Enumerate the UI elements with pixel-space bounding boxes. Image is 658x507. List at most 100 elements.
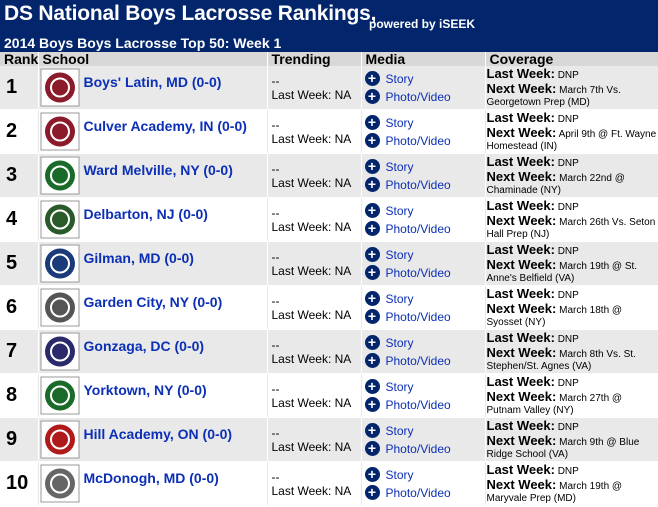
plus-circle-icon: + — [364, 291, 380, 306]
next-week-label: Next Week: — [486, 80, 557, 96]
plus-circle-icon: + — [364, 423, 380, 438]
school-cell: Yorktown, NY (0-0) — [38, 373, 268, 418]
school-cell: Gonzaga, DC (0-0) — [38, 329, 268, 374]
next-week-label: Next Week: — [486, 476, 557, 492]
table-row: 9 Hill Academy, ON (0-0) -- Last Week: N… — [0, 417, 658, 462]
story-label: Story — [385, 379, 414, 394]
story-link[interactable]: + Story — [364, 114, 485, 132]
media-cell: + Story + Photo/Video — [361, 285, 486, 330]
story-link[interactable]: + Story — [364, 70, 485, 88]
next-week-label: Next Week: — [486, 168, 557, 184]
trending-cell: -- Last Week: NA — [267, 197, 362, 242]
story-link[interactable]: + Story — [364, 422, 485, 440]
mcdonogh-seal-logo[interactable] — [40, 464, 80, 503]
plus-circle-icon: + — [364, 485, 380, 500]
plus-circle-icon: + — [364, 177, 380, 192]
rank-cell: 7 — [0, 329, 39, 374]
school-name-link[interactable]: Culver Academy, IN (0-0) — [83, 118, 247, 134]
school-name-link[interactable]: McDonogh, MD (0-0) — [83, 470, 219, 486]
trend-last-week: Last Week: NA — [271, 219, 352, 234]
next-week-label: Next Week: — [486, 388, 557, 404]
photo-video-link[interactable]: + Photo/Video — [364, 308, 485, 326]
school-name-link[interactable]: Gonzaga, DC (0-0) — [83, 338, 205, 354]
last-week-label: Last Week: — [486, 461, 555, 477]
rank-number: 5 — [6, 252, 18, 274]
ward-melville-logo[interactable] — [40, 156, 80, 195]
coverage-cell: Last Week: DNP Next Week: March 26th Vs.… — [485, 197, 658, 242]
rank-number: 4 — [6, 208, 18, 230]
gonzaga-seal-logo[interactable] — [40, 332, 80, 371]
hill-academy-logo[interactable] — [40, 420, 80, 459]
trojan-helmet-logo[interactable] — [40, 288, 80, 327]
photo-video-link[interactable]: + Photo/Video — [364, 484, 485, 502]
media-cell: + Story + Photo/Video — [361, 461, 486, 506]
table-row: 5 Gilman, MD (0-0) -- Last Week: NA + St… — [0, 241, 658, 286]
trending-cell: -- Last Week: NA — [267, 153, 362, 198]
photo-video-link[interactable]: + Photo/Video — [364, 88, 485, 106]
story-label: Story — [385, 115, 414, 130]
plus-circle-icon: + — [364, 71, 380, 86]
school-name-link[interactable]: Gilman, MD (0-0) — [83, 250, 194, 266]
trending-cell: -- Last Week: NA — [267, 461, 362, 506]
school-cell: Garden City, NY (0-0) — [38, 285, 268, 330]
gilman-shield-logo[interactable] — [40, 244, 80, 283]
photo-video-link[interactable]: + Photo/Video — [364, 396, 485, 414]
story-link[interactable]: + Story — [364, 378, 485, 396]
trend-dash: -- — [271, 425, 280, 440]
story-link[interactable]: + Story — [364, 158, 485, 176]
yorktown-y-logo[interactable] — [40, 376, 80, 415]
photo-video-link[interactable]: + Photo/Video — [364, 176, 485, 194]
page-subtitle: 2014 Boys Boys Lacrosse Top 50: Week 1 — [4, 35, 282, 51]
photo-video-link[interactable]: + Photo/Video — [364, 220, 485, 238]
photo-video-label: Photo/Video — [385, 485, 451, 500]
bl-monogram-logo[interactable] — [40, 68, 80, 107]
powered-by-label: powered by iSEEK — [369, 17, 476, 31]
plus-circle-icon: + — [364, 379, 380, 394]
story-label: Story — [385, 203, 414, 218]
story-label: Story — [385, 247, 414, 262]
school-name-link[interactable]: Delbarton, NJ (0-0) — [83, 206, 208, 222]
plus-circle-icon: + — [364, 221, 380, 236]
culver-logo[interactable] — [40, 112, 80, 151]
story-label: Story — [385, 335, 414, 350]
next-week-value: April 9th @ Ft. Wayne Homestead (IN) — [486, 128, 657, 152]
last-week-value: DNP — [557, 333, 579, 345]
story-link[interactable]: + Story — [364, 290, 485, 308]
trend-dash: -- — [271, 469, 280, 484]
school-name-link[interactable]: Ward Melville, NY (0-0) — [83, 162, 233, 178]
table-row: 4 Delbarton, NJ (0-0) -- Last Week: NA +… — [0, 197, 658, 242]
school-name-link[interactable]: Boys' Latin, MD (0-0) — [83, 74, 222, 90]
photo-video-link[interactable]: + Photo/Video — [364, 352, 485, 370]
trend-last-week: Last Week: NA — [271, 395, 352, 410]
trend-dash: -- — [271, 293, 280, 308]
story-link[interactable]: + Story — [364, 466, 485, 484]
trend-last-week: Last Week: NA — [271, 131, 352, 146]
photo-video-link[interactable]: + Photo/Video — [364, 132, 485, 150]
story-link[interactable]: + Story — [364, 246, 485, 264]
story-label: Story — [385, 467, 414, 482]
media-cell: + Story + Photo/Video — [361, 241, 486, 286]
media-cell: + Story + Photo/Video — [361, 373, 486, 418]
story-link[interactable]: + Story — [364, 334, 485, 352]
trend-last-week: Last Week: NA — [271, 175, 352, 190]
next-week-value: March 19th @ Maryvale Prep (MD) — [486, 480, 623, 504]
school-name-link[interactable]: Yorktown, NY (0-0) — [83, 382, 207, 398]
photo-video-label: Photo/Video — [385, 221, 451, 236]
school-name-link[interactable]: Garden City, NY (0-0) — [83, 294, 223, 310]
photo-video-link[interactable]: + Photo/Video — [364, 264, 485, 282]
header-banner: DS National Boys Lacrosse Rankings, powe… — [0, 0, 658, 52]
trend-last-week: Last Week: NA — [271, 87, 352, 102]
school-name-link[interactable]: Hill Academy, ON (0-0) — [83, 426, 233, 442]
next-week-value: March 18th @ Syosset (NY) — [486, 304, 623, 328]
plus-circle-icon: + — [364, 247, 380, 262]
table-row: 6 Garden City, NY (0-0) -- Last Week: NA… — [0, 285, 658, 330]
last-week-value: DNP — [557, 421, 579, 433]
photo-video-link[interactable]: + Photo/Video — [364, 440, 485, 458]
table-row: 3 Ward Melville, NY (0-0) -- Last Week: … — [0, 153, 658, 198]
delbarton-seal-logo[interactable] — [40, 200, 80, 239]
last-week-label: Last Week: — [486, 417, 555, 433]
school-cell: Delbarton, NJ (0-0) — [38, 197, 268, 242]
school-cell: McDonogh, MD (0-0) — [38, 461, 268, 506]
plus-circle-icon: + — [364, 309, 380, 324]
story-link[interactable]: + Story — [364, 202, 485, 220]
